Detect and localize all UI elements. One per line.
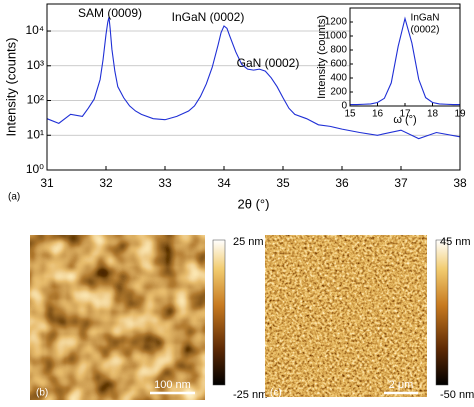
panel-label: (c): [270, 388, 282, 399]
annotation: InGaN: [411, 13, 440, 24]
x-tick-label: 36: [335, 176, 349, 190]
y-tick-label: 10³: [27, 58, 44, 72]
colorbar-min: -50 nm: [440, 389, 474, 401]
x-tick-label: 34: [217, 176, 231, 190]
data-line: [46, 17, 461, 140]
y-tick-label: 400: [330, 73, 347, 84]
x-tick-label: 19: [454, 109, 466, 120]
colorbar-min: -25 nm: [233, 389, 267, 401]
y-tick-label: 1000: [325, 31, 348, 42]
x-tick-label: 17: [399, 109, 411, 120]
y-tick-label: 10²: [27, 93, 44, 107]
x-tick-label: 18: [427, 109, 439, 120]
y-axis-label: Intensity (counts): [316, 15, 328, 99]
x-axis-label: 2θ (°): [238, 196, 270, 211]
scale-bar-label: 2 μm: [389, 379, 414, 391]
y-tick-label: 1200: [325, 17, 348, 28]
x-tick-label: 32: [99, 176, 113, 190]
afm-image: [265, 235, 427, 397]
annotation: (a): [8, 192, 20, 203]
panel-label: (b): [36, 388, 48, 399]
colorbar-max: 25 nm: [233, 236, 264, 248]
data-line: [350, 16, 460, 106]
x-tick-label: 33: [158, 176, 172, 190]
plot-frame: [349, 7, 461, 107]
y-tick-label: 800: [330, 45, 347, 56]
colorbar-max: 45 nm: [440, 236, 471, 248]
y-tick-label: 200: [330, 87, 347, 98]
inset-background: [350, 8, 460, 106]
y-tick-label: 10¹: [27, 127, 44, 141]
y-tick-label: 0: [341, 101, 347, 112]
annotation: (0002): [411, 25, 440, 36]
annotation: InGaN (0002): [172, 10, 245, 24]
y-tick-label: 10⁰: [26, 162, 44, 176]
x-tick-label: 35: [276, 176, 290, 190]
x-tick-label: 15: [344, 109, 356, 120]
annotation: SAM (0009): [78, 6, 142, 20]
afm-image: [30, 235, 205, 400]
annotation: GaN (0002): [237, 56, 300, 70]
y-tick-label: 600: [330, 59, 347, 70]
x-tick-label: 16: [372, 109, 384, 120]
x-tick-label: 37: [394, 176, 408, 190]
x-tick-label: 38: [453, 176, 467, 190]
colorbar: [212, 239, 226, 386]
scale-bar-label: 100 nm: [154, 379, 191, 391]
x-axis-label: ω (°): [393, 114, 416, 126]
y-tick-label: 10⁴: [25, 23, 44, 37]
y-axis-label: Intensity (counts): [3, 38, 18, 137]
x-tick-label: 31: [40, 176, 54, 190]
colorbar: [435, 239, 449, 386]
